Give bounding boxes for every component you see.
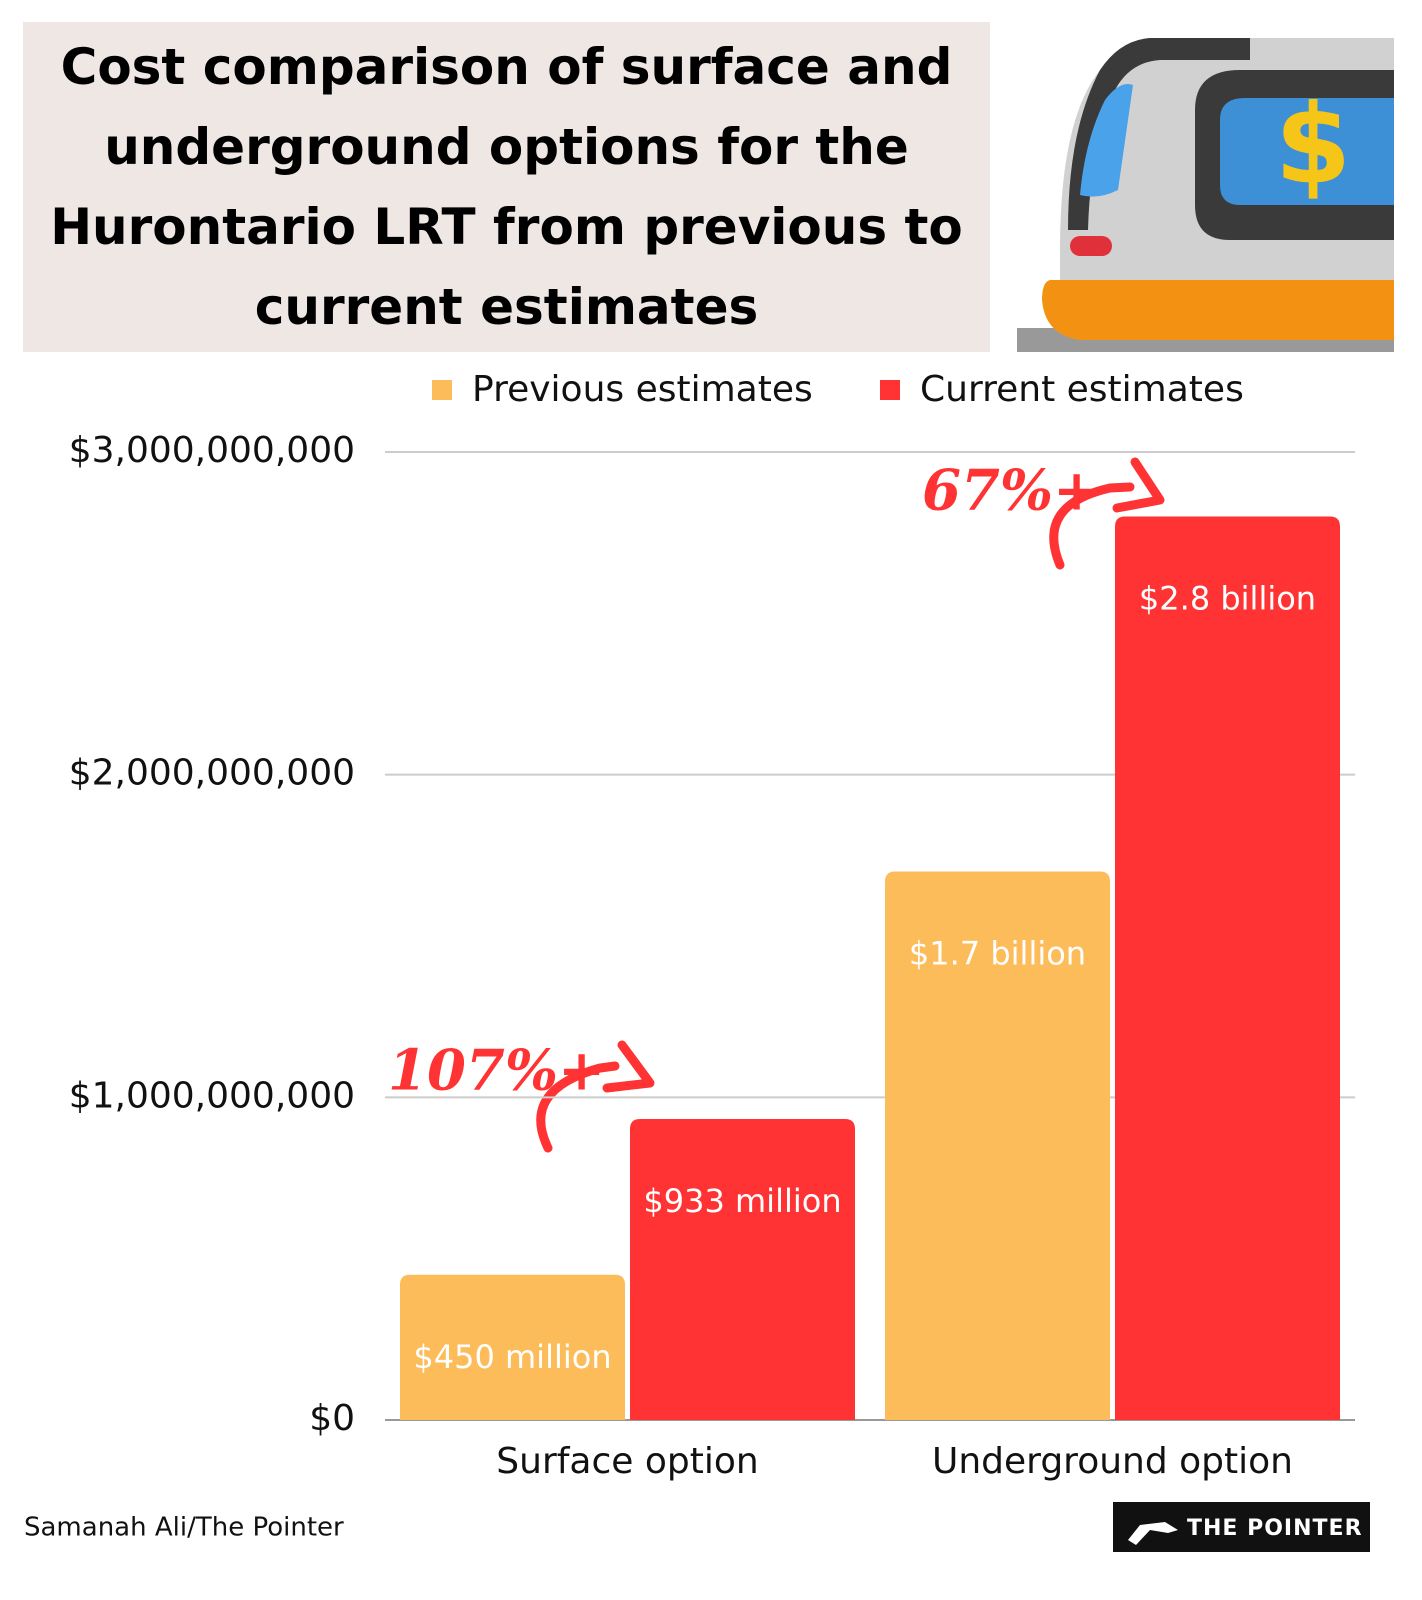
credit: Samanah Ali/The Pointer	[24, 1513, 344, 1543]
value-label: $2.8 billion	[1139, 580, 1316, 618]
y-tick-label: $3,000,000,000	[69, 430, 355, 471]
value-label: $450 million	[413, 1338, 611, 1376]
y-tick-label: $2,000,000,000	[69, 753, 355, 794]
annotation-arrow-head	[602, 1040, 655, 1093]
value-label: $933 million	[643, 1182, 841, 1220]
chart-title: Cost comparison of surface and undergrou…	[23, 22, 990, 352]
annotation-arrow-head	[1112, 457, 1165, 513]
y-tick-label: $1,000,000,000	[69, 1075, 355, 1116]
logo-text: THE POINTER	[1187, 1516, 1363, 1541]
annotation: 67%+	[922, 458, 1100, 524]
bar	[630, 1118, 855, 1420]
bar	[400, 1274, 625, 1420]
x-tick-label: Underground option	[932, 1441, 1293, 1482]
legend-swatch	[432, 380, 452, 400]
bar	[885, 871, 1110, 1420]
legend-label: Current estimates	[920, 369, 1244, 410]
y-tick-label: $0	[309, 1398, 355, 1439]
legend-swatch	[880, 380, 900, 400]
bar	[1115, 516, 1340, 1420]
annotation-arrow	[1049, 482, 1135, 570]
value-label: $1.7 billion	[909, 934, 1086, 972]
train-icon: $	[1017, 38, 1394, 352]
svg-text:$: $	[1275, 80, 1352, 208]
x-tick-label: Surface option	[496, 1441, 758, 1482]
annotation-arrow	[536, 1061, 620, 1153]
legend-label: Previous estimates	[472, 369, 813, 410]
logo-icon	[1128, 1522, 1178, 1545]
annotation: 107%+	[388, 1038, 605, 1104]
